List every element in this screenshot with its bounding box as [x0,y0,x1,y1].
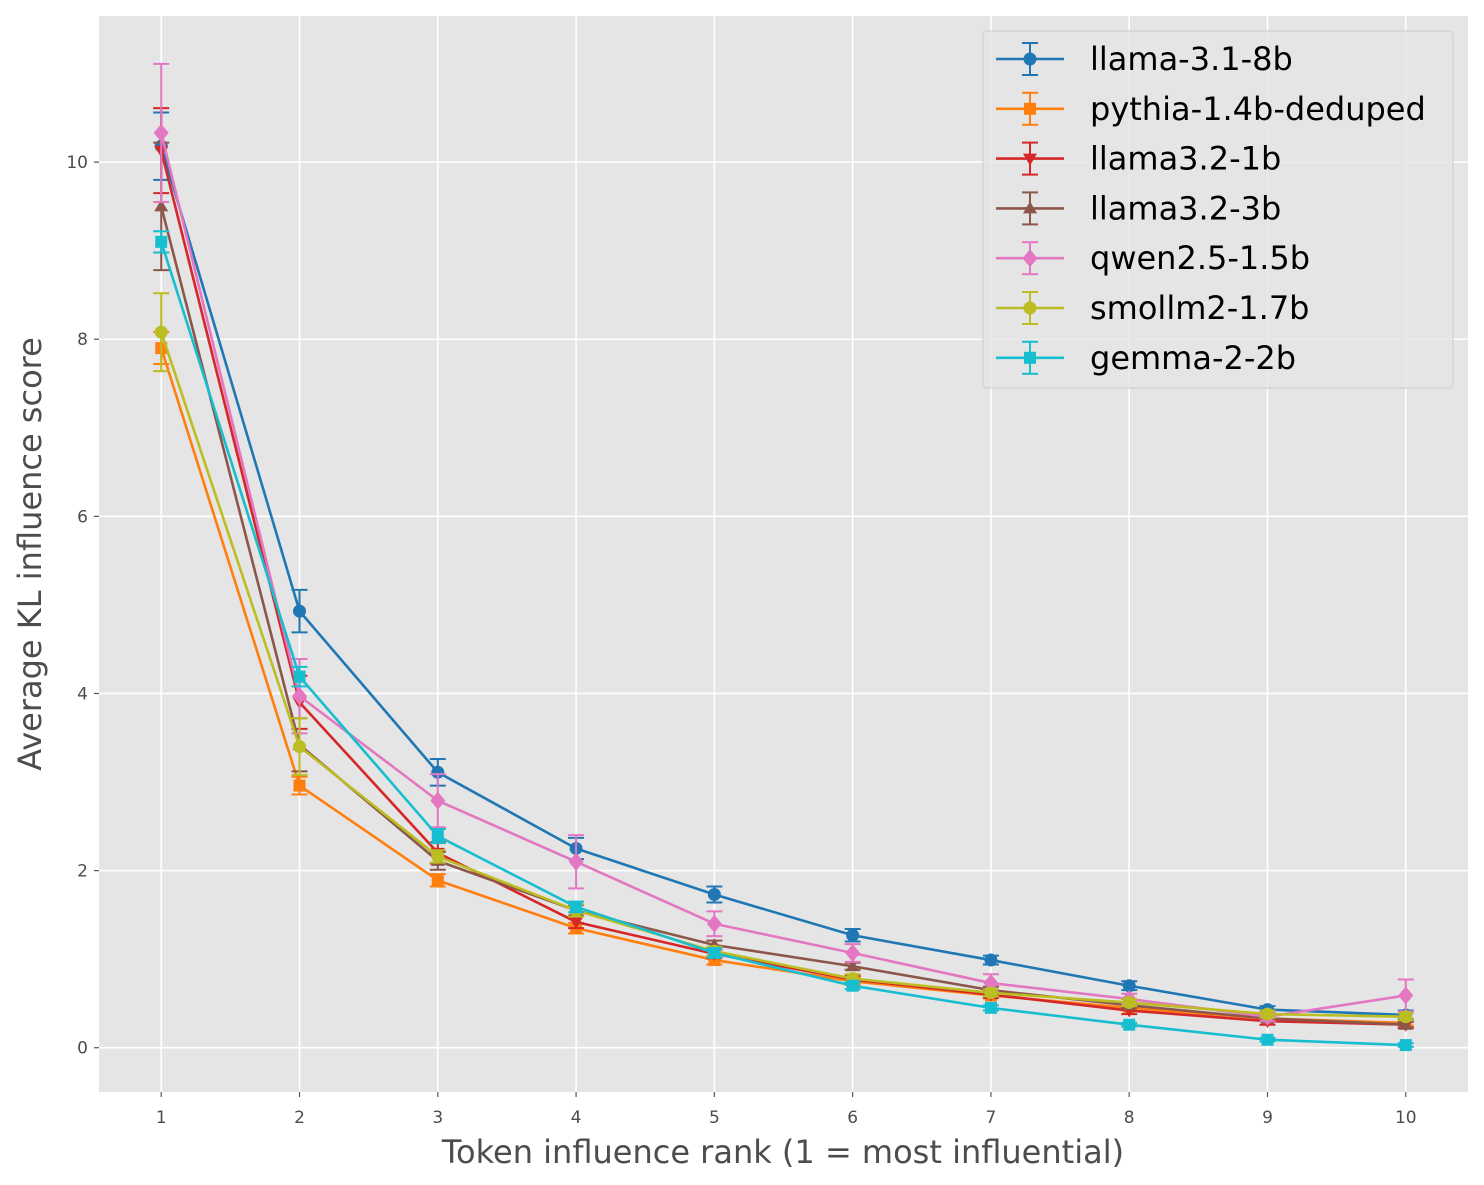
x-axis-label: Token influence rank (1 = most influenti… [441,1133,1124,1171]
series-line [159,145,1406,1017]
legend-marker [1024,102,1036,115]
data-point [293,779,306,792]
data-point [154,325,168,339]
legend-marker [1023,52,1037,66]
data-point [984,953,998,967]
data-point [153,123,169,142]
y-tick-label: 0 [77,1039,88,1059]
y-tick-label: 6 [77,507,88,527]
legend-marker [1023,301,1037,315]
y-tick-label: 8 [77,330,88,350]
legend-marker [1024,351,1036,364]
x-tick-label: 7 [986,1108,997,1128]
legend-item-llama3-2-3b: llama3.2-3b [996,189,1281,227]
data-point [293,604,307,618]
legend-frame [982,30,1454,389]
legend-item-gemma-2-2b: gemma-2-2b [996,339,1296,377]
x-tick-label: 1 [156,1108,167,1128]
series-line [159,241,1406,1047]
legend-label: smollm2-1.7b [1090,289,1309,327]
y-tick-label: 4 [77,684,88,704]
data-point [570,900,583,913]
data-series [153,62,1414,1052]
data-point [568,852,584,871]
x-tick-label: 5 [709,1108,720,1128]
data-point [431,830,444,843]
legend-label: qwen2.5-1.5b [1090,239,1310,277]
legend-item-smollm2-1-7b: smollm2-1.7b [996,289,1309,327]
data-point [845,959,860,972]
legend-marker [1023,153,1037,166]
x-tick-label: 8 [1124,1108,1135,1128]
legend-label: llama3.2-3b [1090,189,1281,227]
data-point [431,765,445,779]
data-point [846,928,860,942]
data-point [431,849,445,863]
data-point [706,914,722,933]
series-line [159,150,1406,1026]
data-point [1399,1010,1413,1024]
data-point [569,916,584,929]
x-tick-label: 9 [1262,1108,1273,1128]
legend-marker [1022,249,1038,268]
data-point [984,1001,997,1014]
data-point [1399,1039,1412,1052]
data-point [707,888,721,902]
legend-item-llama-3-1-8b: llama-3.1-8b [996,40,1293,78]
axis-ticks: 1 2 3 4 5 6 7 8 9 10 0 2 4 6 8 10 [66,153,1416,1128]
y-tick-label: 10 [66,153,88,173]
data-point [293,670,306,683]
series-line [159,331,1406,1019]
legend-label: llama-3.1-8b [1090,40,1293,78]
x-tick-label: 10 [1395,1108,1417,1128]
data-point [1122,979,1136,993]
x-tick-label: 6 [847,1108,858,1128]
x-tick-label: 3 [432,1108,443,1128]
legend-item-pythia-1-4b-deduped: pythia-1.4b-deduped [996,90,1426,128]
data-point [293,740,307,754]
legend-marker [1023,201,1037,214]
data-point [1261,1033,1274,1046]
data-point [431,874,444,887]
legend-label: gemma-2-2b [1090,339,1296,377]
data-point [1123,1018,1136,1031]
y-tick-label: 2 [77,862,88,882]
data-point [708,946,721,959]
data-point [430,791,446,810]
series-gemma-2-2b [153,230,1414,1052]
data-point [984,986,998,1000]
y-axis-label: Average KL influence score [11,337,49,771]
legend-item-qwen2-5-1-5b: qwen2.5-1.5b [996,239,1310,277]
x-tick-label: 4 [571,1108,582,1128]
data-point [1122,996,1136,1010]
data-point [1398,986,1414,1005]
data-point [846,979,859,992]
legend: llama-3.1-8b pythia-1.4b-deduped llama3.2-… [982,30,1454,389]
data-point [1260,1007,1274,1021]
data-point [1398,1017,1413,1030]
legend-item-llama3-2-1b: llama3.2-1b [996,140,1281,178]
data-point [292,687,308,706]
legend-label: pythia-1.4b-deduped [1090,90,1426,128]
data-point [154,199,169,212]
x-tick-label: 2 [294,1108,305,1128]
legend-label: llama3.2-1b [1090,140,1281,178]
data-point [155,235,168,248]
data-point [845,943,861,962]
